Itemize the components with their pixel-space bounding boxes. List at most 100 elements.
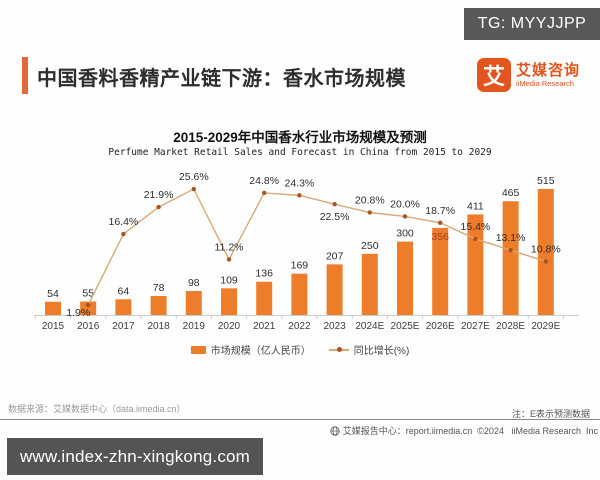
bar-series-swatch: [190, 345, 206, 354]
growth-label: 20.0%: [390, 198, 420, 210]
tg-watermark-badge: TG: MYYJJPP: [464, 8, 600, 40]
bar-value-label: 515: [537, 175, 555, 187]
line-marker: [438, 220, 443, 225]
bar: [361, 253, 378, 315]
bar: [185, 291, 202, 315]
bar-value-label: 465: [502, 187, 520, 199]
growth-label: 1.9%: [66, 307, 90, 319]
footer-divider: [0, 419, 600, 420]
bar: [537, 189, 554, 315]
page-title: 中国香料香精产业链下游：香水市场规模: [37, 68, 406, 90]
x-axis-label: 2019: [183, 321, 206, 332]
line-marker: [402, 214, 408, 219]
bar-value-label: 169: [291, 260, 309, 272]
growth-label: 11.2%: [215, 241, 244, 253]
x-axis-label: 2026E: [426, 321, 455, 332]
growth-label: 15.4%: [461, 221, 491, 233]
growth-label: 13.1%: [496, 232, 526, 244]
growth-label: 10.8%: [531, 243, 561, 255]
bar-value-label: 54: [47, 288, 59, 300]
tg-watermark-text: TG: MYYJJPP: [477, 15, 587, 32]
chart-subtitle: Perfume Market Retail Sales and Forecast…: [108, 147, 492, 158]
line-series-swatch: [328, 347, 349, 352]
title-accent-bar: [22, 57, 28, 94]
bar: [502, 201, 519, 315]
x-axis-label: 2015: [42, 321, 65, 332]
globe-icon: [330, 425, 340, 436]
bar-value-label: 136: [255, 268, 273, 280]
logo-name-en: iiMedia Research: [515, 79, 574, 88]
bar: [397, 241, 413, 315]
legend-item-growth: 同比增长(%): [328, 342, 410, 357]
bar: [221, 288, 237, 315]
line-marker: [543, 259, 548, 264]
chart-legend: 市场规模（亿人民币） 同比增长(%): [0, 342, 600, 357]
legend-label-growth: 同比增长(%): [353, 346, 410, 357]
growth-label: 18.7%: [425, 205, 455, 217]
watermark-url-box: www.index-zhn-xingkong.com: [7, 438, 263, 475]
growth-label: 20.8%: [355, 195, 385, 207]
x-axis-label: 2025E: [391, 321, 420, 332]
x-axis-label: 2020: [218, 321, 241, 332]
line-marker: [473, 236, 478, 242]
bar-value-label: 356: [431, 231, 449, 243]
line-marker: [191, 186, 196, 192]
line-marker: [226, 257, 232, 262]
x-axis-label: 2029E: [531, 321, 560, 332]
chart-title: 2015-2029年中国香水行业市场规模及预测: [173, 130, 427, 145]
growth-line: [87, 188, 547, 306]
growth-label: 22.5%: [320, 211, 350, 223]
bar: [467, 214, 484, 315]
bar-value-label: 250: [361, 240, 379, 252]
bar-value-label: 300: [396, 228, 414, 240]
legend-item-market-size: 市场规模（亿人民币）: [190, 342, 311, 357]
line-marker: [86, 302, 91, 308]
forecast-note: 注：E表示预测数据: [511, 409, 590, 419]
growth-label: 21.9%: [144, 189, 174, 201]
bar-value-label: 207: [326, 250, 344, 262]
growth-label: 24.8%: [249, 175, 279, 187]
bar: [291, 273, 308, 315]
watermark-url-text: www.index-zhn-xingkong.com: [19, 446, 251, 466]
iimedia-logo-text: 艾媒咨询 iiMedia Research: [516, 62, 580, 88]
bar-value-label: 55: [82, 288, 94, 300]
x-axis-label: 2018: [147, 321, 170, 332]
x-axis-label: 2021: [253, 321, 276, 332]
x-axis-label: 2017: [112, 321, 135, 332]
x-axis-label: 2022: [288, 321, 311, 332]
x-axis-label: 2023: [323, 321, 346, 332]
growth-label: 24.3%: [285, 177, 315, 189]
iimedia-logo: 艾 艾媒咨询 iiMedia Research: [476, 58, 580, 92]
bar: [256, 281, 273, 315]
x-axis-label: 2016: [77, 321, 100, 332]
x-axis-label: 2027E: [461, 321, 490, 332]
bar: [45, 301, 61, 315]
x-axis-label: 2024E: [355, 321, 384, 332]
bar-value-label: 64: [118, 285, 130, 297]
line-marker: [367, 210, 372, 215]
line-marker: [121, 231, 126, 237]
line-marker: [332, 201, 337, 207]
logo-name-cn: 艾媒咨询: [515, 62, 580, 79]
line-marker: [262, 190, 267, 196]
growth-label: 16.4%: [109, 216, 139, 228]
legend-label-market-size: 市场规模（亿人民币）: [210, 346, 311, 357]
report-center-text: 艾媒报告中心：report.iimedia.cn ©2024 iiMedia R…: [342, 426, 598, 436]
bar: [80, 301, 97, 315]
line-marker: [156, 204, 161, 210]
bar-value-label: 411: [467, 200, 484, 212]
line-swatch-dot: [336, 347, 342, 352]
bar: [150, 295, 167, 315]
bar-value-label: 78: [153, 282, 165, 294]
data-source-note: 数据来源：艾媒数据中心（data.iimedia.cn）: [8, 404, 186, 414]
iimedia-logo-icon: 艾: [476, 58, 511, 92]
report-center-line: 艾媒报告中心：report.iimedia.cn ©2024 iiMedia R…: [330, 424, 598, 437]
bar: [115, 299, 132, 315]
growth-label: 25.6%: [179, 171, 209, 183]
bar: [326, 264, 343, 315]
bar: [432, 227, 449, 315]
line-marker: [297, 193, 302, 198]
x-axis-label: 2028E: [496, 321, 525, 332]
line-marker: [508, 247, 513, 253]
